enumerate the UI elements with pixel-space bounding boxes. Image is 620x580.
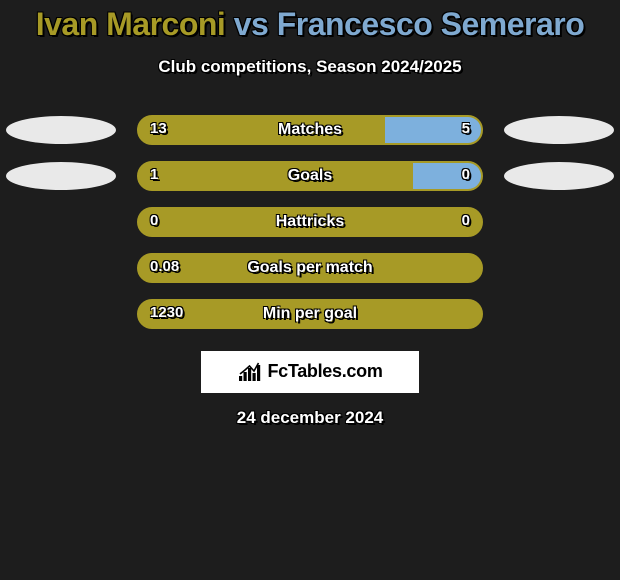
stat-bar-left: [139, 209, 481, 235]
stat-row: Min per goal1230: [0, 299, 620, 329]
stat-row: Goals10: [0, 161, 620, 191]
player2-badge: [504, 116, 614, 144]
date-text: 24 december 2024: [0, 408, 620, 428]
player1-badge: [6, 116, 116, 144]
stat-bar-left: [139, 301, 481, 327]
logo-text: FcTables.com: [267, 361, 382, 382]
player1-badge: [6, 162, 116, 190]
player2-name: Francesco Semeraro: [277, 6, 585, 42]
stats-rows: Matches135 Goals10 Hattricks00 Goals per ma…: [0, 115, 620, 329]
subtitle: Club competitions, Season 2024/2025: [0, 57, 620, 77]
page-title: Ivan Marconi vs Francesco Semeraro: [0, 0, 620, 43]
logo-box: FcTables.com: [201, 351, 419, 393]
stat-bar: Matches: [137, 115, 483, 145]
stat-bar-right: [385, 117, 481, 143]
stat-row: Goals per match0.08: [0, 253, 620, 283]
stat-bar: Goals per match: [137, 253, 483, 283]
logo[interactable]: FcTables.com: [237, 361, 382, 383]
stat-row: Hattricks00: [0, 207, 620, 237]
player1-name: Ivan Marconi: [36, 6, 226, 42]
stat-bar-left: [139, 255, 481, 281]
player2-badge: [504, 162, 614, 190]
fctables-logo-icon: [237, 361, 263, 383]
stat-bar: Min per goal: [137, 299, 483, 329]
stat-bar-left: [139, 117, 385, 143]
stat-bar: Hattricks: [137, 207, 483, 237]
vs-text: vs: [234, 6, 269, 42]
stat-bar-left: [139, 163, 413, 189]
stat-row: Matches135: [0, 115, 620, 145]
stat-bar-right: [413, 163, 481, 189]
stat-bar: Goals: [137, 161, 483, 191]
